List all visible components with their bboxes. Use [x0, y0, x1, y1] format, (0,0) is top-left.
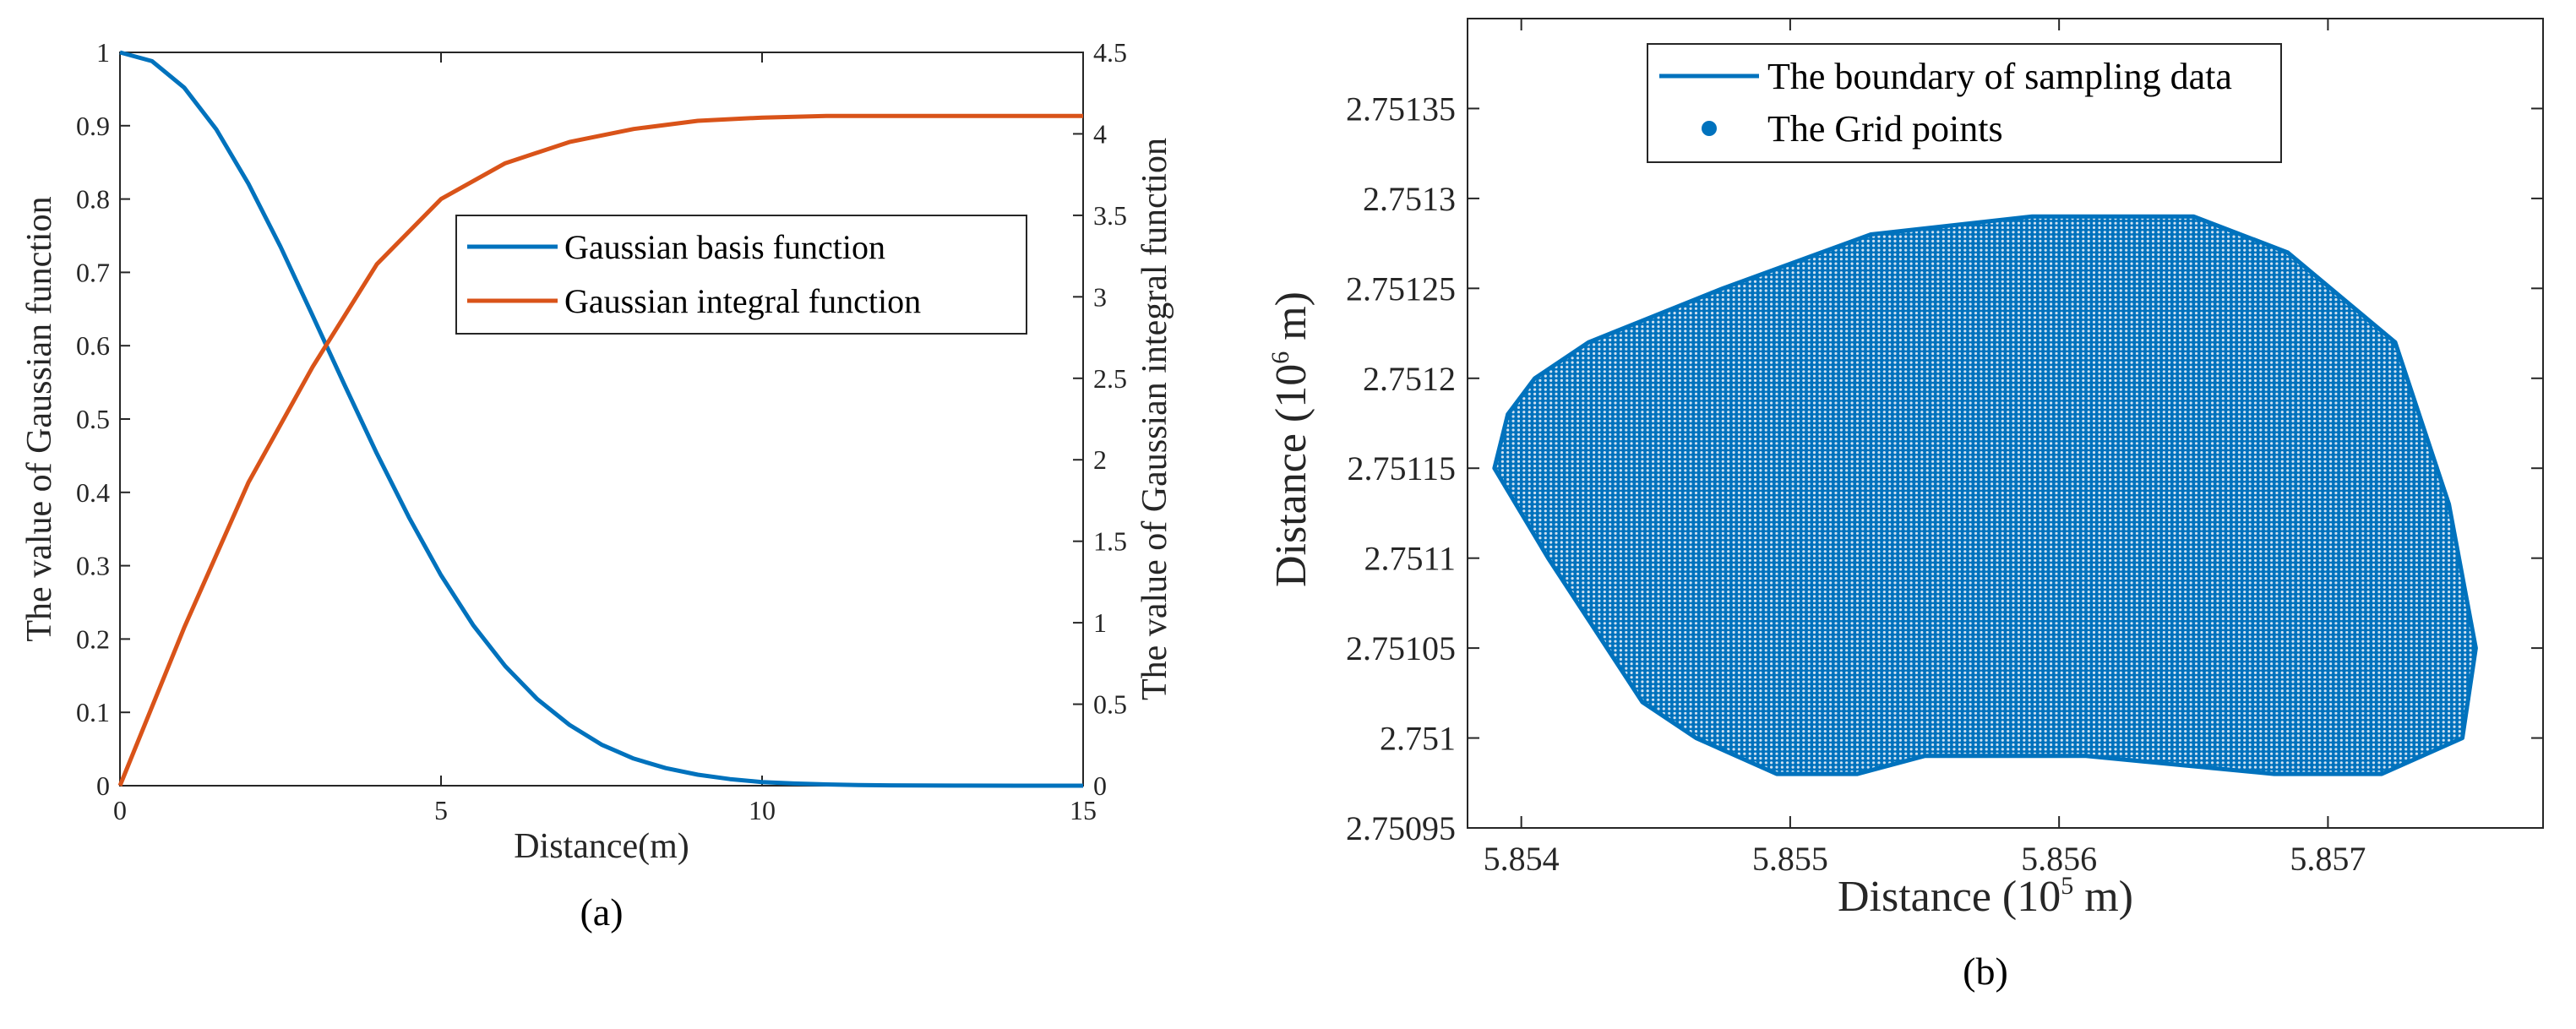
panel-a-y-right-tick-label: 3.5 — [1093, 200, 1127, 231]
panel-b: 5.854 5.855 5.856 5.857 2.750952.7512.75105… — [1266, 18, 2544, 993]
grid-points-region — [1494, 216, 2476, 775]
panel-a-legend-box — [455, 215, 1027, 335]
panel-a-y-ticks-right: 0 0.5 1 1.5 2 2.5 3 3.5 4 4.5 — [1073, 37, 1127, 801]
panel-a-y-left-tick-label: 0.1 — [76, 697, 110, 727]
panel-a-y-right-tick-label: 2 — [1093, 444, 1107, 475]
panel-a-y-left-tick-label: 0.7 — [76, 257, 110, 287]
panel-a-y-right-tick-label: 4.5 — [1093, 37, 1127, 68]
panel-a-y-right-tick-label: 1 — [1093, 607, 1107, 638]
panel-a-y-left-tick-label: 0.3 — [76, 551, 110, 581]
panel-a-y-left-tick-label: 0.6 — [76, 330, 110, 361]
panel-a-plot-area — [119, 52, 1084, 787]
panel-a-y-left-tick-label: 0.4 — [76, 477, 110, 508]
panel-a-y-left-tick-label: 0.5 — [76, 404, 110, 434]
panel-a-y-right-tick-label: 1.5 — [1093, 526, 1127, 557]
panel-a-y-ticks-left: 0 0.1 0.2 0.3 0.4 0.5 0.6 0.7 0.8 0.9 1 — [76, 37, 130, 801]
panel-a-y-right-tick-label: 2.5 — [1093, 363, 1127, 394]
panel-a-series-lines — [117, 50, 1083, 788]
gaussian-integral-line — [117, 113, 1083, 787]
panel-a-caption: (a) — [580, 890, 623, 934]
panel-a-x-label: Distance(m) — [514, 827, 689, 866]
panel-a-y-left-tick-label: 1 — [96, 37, 110, 68]
panel-a-x-tick-label: 15 — [1070, 795, 1097, 825]
panel-a-y-label-left: The value of Gaussian function — [20, 196, 59, 641]
panel-a-y-left-tick-label: 0.9 — [76, 111, 110, 141]
panel-a-x-tick-label: 10 — [749, 795, 776, 825]
panel-a-y-right-tick-label: 0 — [1093, 770, 1107, 801]
panel-a-y-left-tick-label: 0.2 — [76, 623, 110, 654]
panel-a-legend-label-integral: Gaussian integral function — [564, 282, 921, 320]
panel-a-y-left-tick-label: 0.8 — [76, 184, 110, 215]
panel-a-y-right-tick-label: 4 — [1093, 118, 1107, 149]
panel-a: 0 5 10 15 0 0.1 0.2 0.3 0.4 0.5 0.6 0.7 0.8 0.9 1 0 0.… — [20, 37, 1174, 934]
panel-a-legend: Gaussian basis function Gaussian integra… — [455, 215, 1027, 335]
panel-a-y-right-tick-label: 0.5 — [1093, 689, 1127, 720]
panel-a-x-tick-label: 0 — [113, 795, 127, 825]
panel-a-x-tick-label: 5 — [434, 795, 448, 825]
panel-a-y-right-tick-label: 3 — [1093, 281, 1107, 312]
panel-a-y-left-tick-label: 0 — [96, 770, 110, 801]
gaussian-basis-line — [119, 50, 1083, 788]
panel-a-legend-label-basis: Gaussian basis function — [564, 228, 885, 266]
panel-a-y-label-right: The value of Gaussian integral function — [1136, 138, 1174, 700]
